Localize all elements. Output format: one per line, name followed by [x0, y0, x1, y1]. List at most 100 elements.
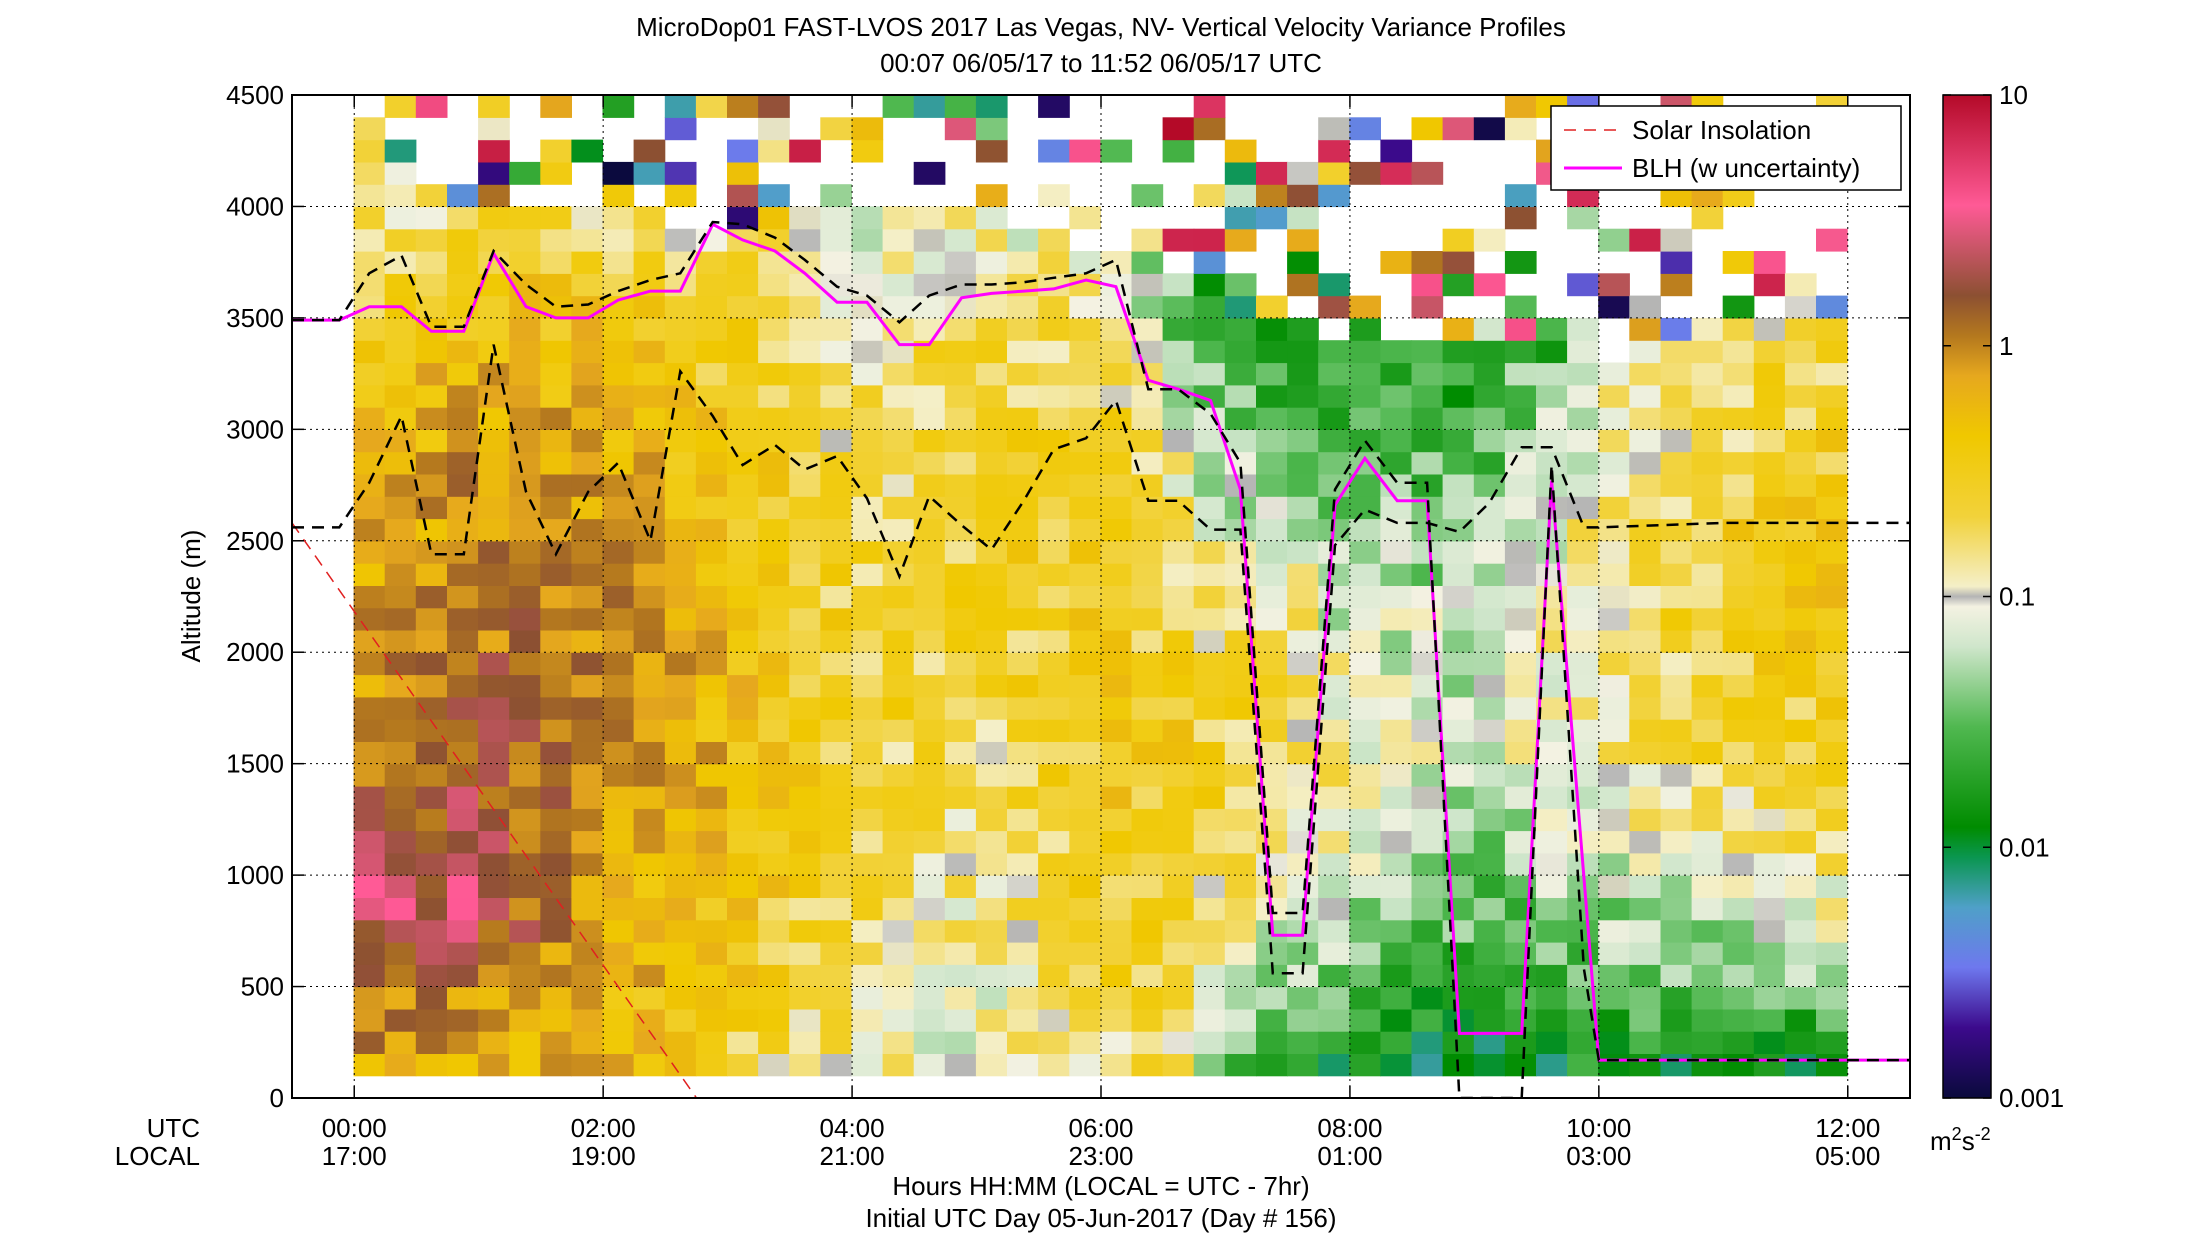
heatmap-cell — [1224, 585, 1257, 609]
heatmap-cell — [353, 518, 386, 542]
heatmap-cell — [1380, 607, 1413, 631]
heatmap-cell — [478, 629, 510, 653]
heatmap-cell — [913, 852, 946, 876]
heatmap-cell — [1131, 1008, 1164, 1032]
x-row-label-utc: UTC — [147, 1113, 200, 1143]
heatmap-cell — [695, 652, 728, 676]
heatmap-cell — [1598, 1031, 1630, 1054]
heatmap-cell — [1100, 362, 1133, 386]
heatmap-cell — [1411, 1053, 1444, 1077]
heatmap-cell — [882, 875, 915, 898]
heatmap-cell — [789, 629, 821, 653]
heatmap-cell — [1069, 897, 1101, 921]
heatmap-cell — [944, 228, 977, 252]
heatmap-cell — [1442, 117, 1475, 141]
heatmap-cell — [415, 786, 448, 809]
heatmap-cell — [1504, 95, 1537, 118]
heatmap-cell — [758, 652, 790, 676]
heatmap-cell — [1473, 763, 1506, 787]
heatmap-cell — [1473, 273, 1506, 297]
heatmap-cell — [540, 563, 572, 586]
heatmap-cell — [1691, 674, 1724, 698]
heatmap-cell — [384, 251, 417, 274]
heatmap-cell — [415, 228, 448, 252]
heatmap-cell — [789, 852, 821, 876]
heatmap-cell — [478, 540, 510, 564]
heatmap-cell — [1256, 629, 1288, 653]
heatmap-cell — [913, 429, 946, 453]
heatmap-cell — [540, 696, 572, 720]
heatmap-cell — [1287, 251, 1319, 274]
heatmap-cell — [1193, 429, 1226, 453]
heatmap-cell — [882, 763, 915, 787]
heatmap-cell — [1629, 942, 1661, 965]
heatmap-cell — [633, 206, 666, 230]
heatmap-cell — [1722, 786, 1755, 809]
heatmap-cell — [1287, 563, 1319, 586]
heatmap-cell — [353, 1031, 386, 1054]
heatmap-cell — [509, 719, 541, 742]
heatmap-cell — [1816, 942, 1848, 965]
heatmap-cell — [695, 429, 728, 453]
heatmap-cell — [1442, 407, 1475, 430]
heatmap-cell — [540, 340, 572, 364]
heatmap-cell — [1660, 585, 1693, 609]
heatmap-cell — [1007, 451, 1039, 475]
heatmap-cell — [944, 652, 977, 676]
x-tick-label-local: 23:00 — [1068, 1141, 1133, 1171]
heatmap-cell — [353, 563, 386, 586]
heatmap-cell — [1784, 317, 1817, 341]
heatmap-cell — [1007, 719, 1039, 742]
heatmap-cell — [540, 919, 572, 943]
heatmap-cell — [478, 384, 510, 408]
heatmap-cell — [1318, 719, 1350, 742]
heatmap-cell — [1318, 674, 1350, 698]
heatmap-cell — [1816, 919, 1848, 943]
heatmap-cell — [975, 295, 1008, 319]
heatmap-cell — [1349, 161, 1381, 185]
x-tick-label-local: 03:00 — [1566, 1141, 1631, 1171]
heatmap-cell — [1629, 518, 1661, 542]
heatmap-cell — [633, 429, 666, 453]
heatmap-cell — [1131, 897, 1164, 921]
heatmap-cell — [1318, 340, 1350, 364]
heatmap-cell — [1069, 830, 1101, 854]
heatmap-cell — [664, 161, 697, 185]
heatmap-cell — [1224, 1008, 1257, 1032]
heatmap-cell — [1162, 139, 1195, 163]
heatmap-cell — [1380, 1008, 1413, 1032]
heatmap-cell — [1753, 741, 1786, 765]
heatmap-cell — [1660, 1008, 1693, 1032]
heatmap-cell — [1256, 964, 1288, 988]
heatmap-cell — [1504, 585, 1537, 609]
heatmap-cell — [1473, 629, 1506, 653]
heatmap-cell — [1722, 251, 1755, 274]
heatmap-cell — [447, 228, 479, 252]
heatmap-cell — [1691, 808, 1724, 832]
heatmap-cell — [1349, 1053, 1381, 1077]
heatmap-cell — [695, 295, 728, 319]
heatmap-cell — [540, 273, 572, 297]
heatmap-cell — [1784, 741, 1817, 765]
heatmap-cell — [540, 585, 572, 609]
heatmap-cell — [1349, 919, 1381, 943]
heatmap-cell — [1100, 763, 1133, 787]
heatmap-cell — [1753, 852, 1786, 876]
heatmap-cell — [602, 875, 635, 898]
heatmap-cell — [1816, 340, 1848, 364]
heatmap-cell — [1131, 786, 1164, 809]
heatmap-cell — [975, 897, 1008, 921]
heatmap-cell — [820, 942, 852, 965]
heatmap-cell — [1598, 295, 1630, 319]
heatmap-cell — [1162, 897, 1195, 921]
chart-subtitle: 00:07 06/05/17 to 11:52 06/05/17 UTC — [880, 48, 1322, 78]
heatmap-cell — [353, 362, 386, 386]
heatmap-cell — [540, 786, 572, 809]
heatmap-cell — [1442, 897, 1475, 921]
heatmap-cell — [789, 139, 821, 163]
heatmap-cell — [820, 719, 852, 742]
heatmap-cell — [913, 95, 946, 118]
heatmap-cell — [571, 496, 604, 520]
heatmap-cell — [789, 741, 821, 765]
heatmap-cell — [509, 830, 541, 854]
